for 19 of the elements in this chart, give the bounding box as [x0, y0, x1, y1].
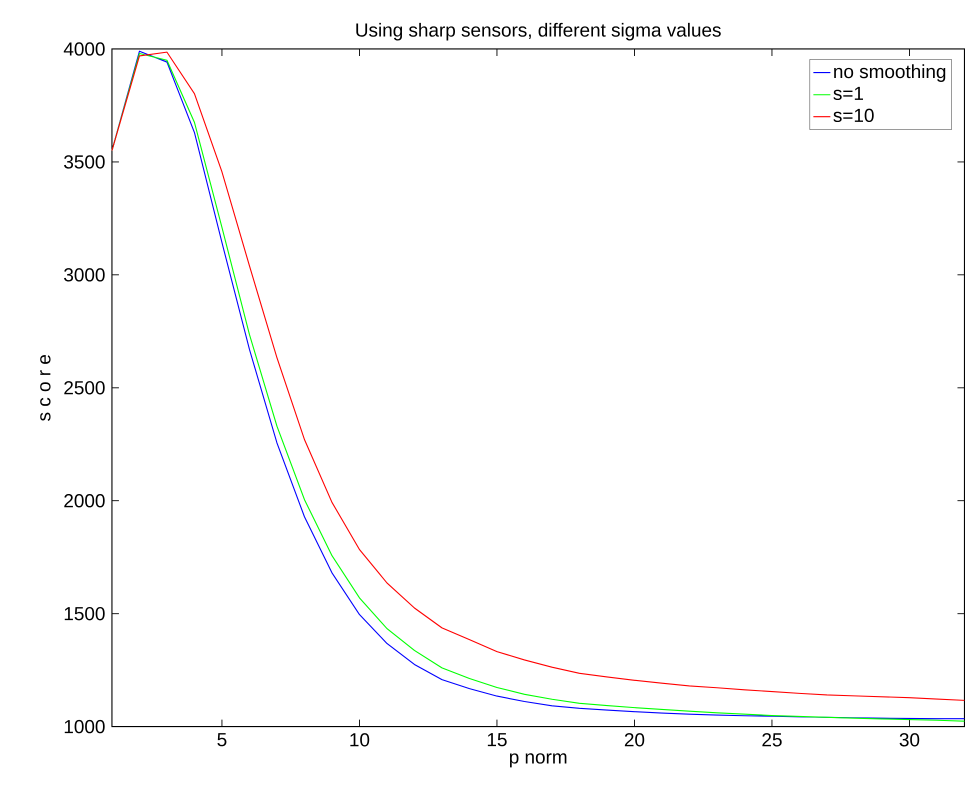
- chart-title: Using sharp sensors, different sigma values: [356, 23, 721, 41]
- y-tick-label: 1500: [64, 607, 105, 621]
- x-tick-label: 5: [217, 733, 226, 747]
- y-axis-title: s c o r e: [40, 355, 51, 422]
- y-tick-label: 2500: [64, 381, 105, 395]
- x-tick-label: 30: [900, 733, 920, 747]
- legend-label: no smoothing: [834, 64, 946, 82]
- y-tick-label: 2000: [64, 494, 105, 508]
- y-tick-label: 3000: [64, 268, 105, 282]
- x-tick-label: 20: [624, 733, 644, 747]
- x-tick-label: 25: [762, 733, 782, 747]
- x-tick-label: 15: [488, 733, 507, 747]
- x-axis-title: p norm: [510, 754, 566, 768]
- y-tick-label: 3500: [64, 155, 105, 169]
- legend-label: s=10: [833, 108, 874, 122]
- y-tick-label: 4000: [64, 42, 105, 56]
- x-tick-label: 10: [350, 733, 370, 747]
- y-tick-label: 1000: [64, 720, 105, 734]
- legend-label: s=1: [833, 87, 864, 100]
